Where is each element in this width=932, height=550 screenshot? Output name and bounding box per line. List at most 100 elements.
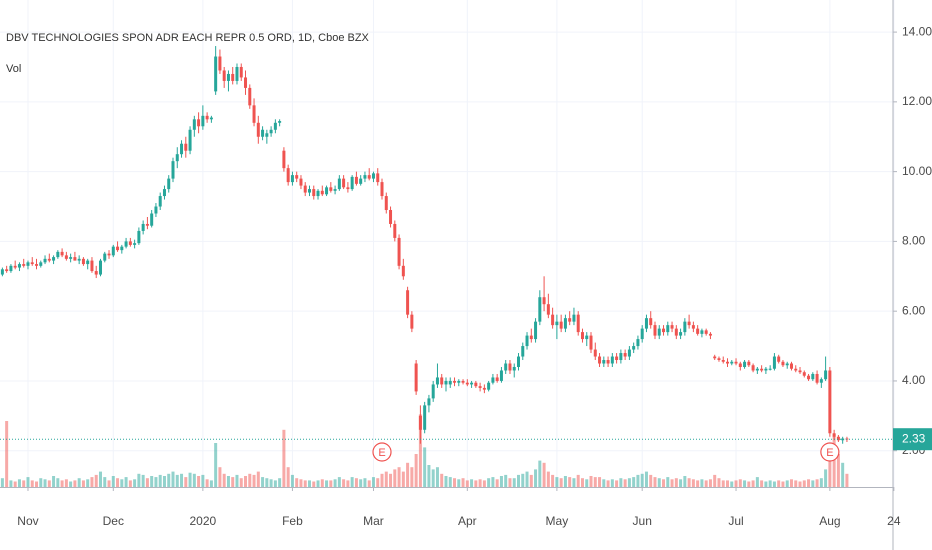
volume-bar	[244, 476, 248, 487]
volume-bar	[807, 479, 811, 487]
volume-bar	[64, 479, 68, 487]
candle-body	[836, 436, 840, 441]
volume-bar	[465, 480, 469, 487]
volume-bar	[52, 476, 56, 487]
candle-body	[781, 361, 785, 366]
volume-bar	[47, 480, 51, 487]
candle-body	[760, 368, 764, 371]
volume-bar	[175, 474, 179, 487]
volume-bar	[423, 447, 427, 487]
candle-body	[346, 187, 350, 190]
volume-bar	[384, 471, 388, 487]
candle-body	[691, 325, 695, 329]
volume-bar	[760, 480, 764, 487]
candle-body	[427, 398, 431, 406]
candle-body	[696, 328, 700, 334]
candle-body	[320, 190, 324, 195]
candle-body	[632, 346, 636, 350]
candle-body	[252, 105, 256, 123]
candle-body	[141, 223, 145, 231]
candle-body	[798, 370, 802, 373]
candle-body	[499, 370, 503, 381]
candle-body	[713, 356, 717, 359]
volume-bar	[491, 477, 495, 487]
candle-body	[350, 176, 354, 190]
candle-body	[785, 363, 789, 366]
volume-bar	[393, 469, 397, 487]
x-tick-label: May	[546, 514, 569, 528]
candle-body	[269, 129, 273, 134]
candle-body	[90, 260, 94, 272]
candle-body	[367, 175, 371, 179]
candle-body	[824, 370, 828, 380]
candle-body	[239, 66, 243, 78]
candle-body	[273, 122, 277, 130]
x-tick-label: Aug	[819, 514, 840, 528]
candle-body	[214, 56, 218, 92]
volume-bar	[811, 480, 815, 487]
candle-body	[282, 150, 286, 169]
candle-body	[81, 258, 85, 265]
candle-body	[124, 241, 128, 247]
candle-body	[649, 318, 653, 326]
volume-bar	[205, 479, 209, 487]
volume-bar	[235, 474, 239, 487]
candle-body	[764, 368, 768, 371]
candle-body	[376, 173, 380, 183]
candle-body	[261, 129, 265, 137]
volume-bar	[495, 479, 499, 487]
candle-body	[453, 380, 457, 383]
volume-bar	[593, 477, 597, 487]
volume-bar	[325, 480, 329, 487]
volume-bar	[474, 480, 478, 487]
candle-body	[307, 189, 311, 193]
volume-bar	[5, 421, 9, 487]
y-tick-label: 6.00	[902, 303, 926, 317]
volume-bar	[329, 480, 333, 487]
candle-body	[534, 321, 538, 340]
volume-bar	[819, 478, 823, 487]
volume-bar	[252, 474, 256, 487]
candle-body	[188, 129, 192, 151]
volume-bar	[239, 478, 243, 487]
candle-body	[815, 373, 819, 383]
last-price-box	[893, 428, 932, 451]
candle-body	[491, 377, 495, 383]
volume-bar	[580, 478, 584, 487]
candle-body	[529, 335, 533, 340]
volume-bar	[602, 479, 606, 487]
volume-bar	[265, 478, 269, 487]
candle-body	[478, 386, 482, 388]
volume-bar	[17, 479, 21, 487]
volume-bar	[674, 478, 678, 487]
candle-body	[150, 213, 154, 226]
candle-body	[721, 360, 725, 362]
candle-body	[619, 353, 623, 361]
volume-bar	[371, 477, 375, 487]
volume-bar	[333, 479, 337, 487]
volume-bar	[755, 477, 759, 487]
volume-bar	[111, 476, 115, 487]
volume-bar	[137, 473, 141, 487]
volume-bar	[521, 473, 525, 487]
volume-bar	[94, 474, 98, 487]
volume-bar	[568, 477, 572, 487]
candle-body	[184, 143, 188, 151]
volume-bar	[657, 478, 661, 487]
volume-bar	[623, 479, 627, 487]
volume-bar	[841, 462, 845, 487]
volume-bar	[26, 477, 30, 487]
x-tick-label: Dec	[103, 514, 124, 528]
volume-bar	[145, 478, 149, 487]
candle-body	[674, 328, 678, 336]
candle-body	[563, 318, 567, 329]
volume-bar	[167, 473, 171, 487]
volume-bar	[627, 478, 631, 487]
candle-body	[380, 182, 384, 197]
volume-bar	[781, 481, 785, 487]
candle-body	[35, 264, 39, 266]
candle-body	[495, 377, 499, 381]
volume-bar	[538, 460, 542, 487]
volume-bar	[214, 443, 218, 487]
